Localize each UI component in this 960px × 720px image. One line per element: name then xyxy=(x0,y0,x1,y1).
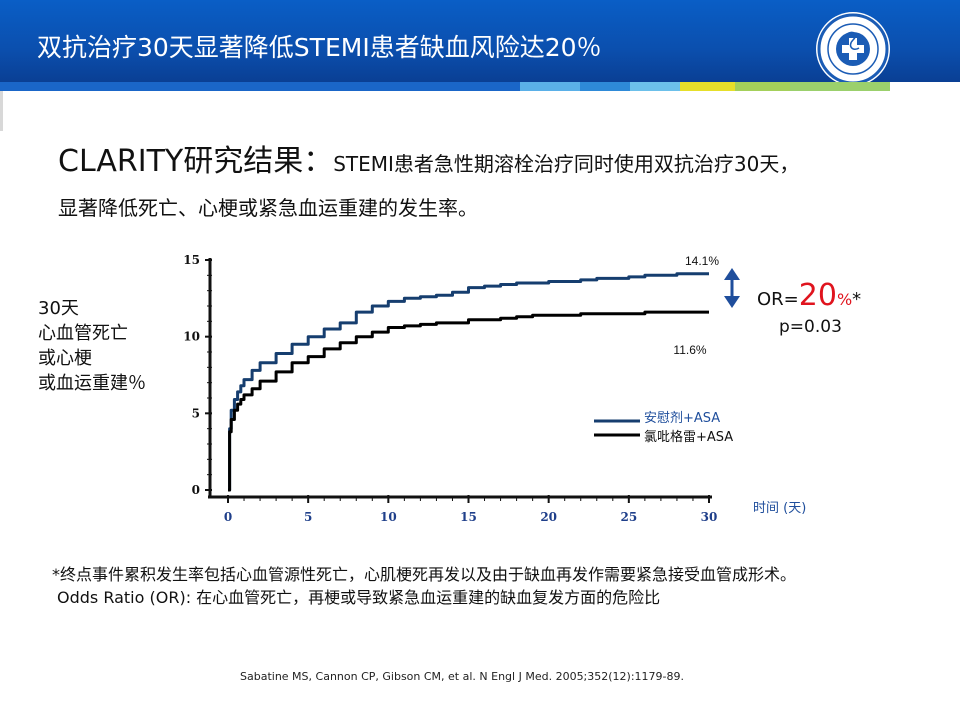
stripe-band-lime xyxy=(790,82,890,91)
or-prefix: OR= xyxy=(757,289,799,310)
odds-ratio: OR=20%* xyxy=(757,278,861,313)
footnote-endpoint: *终点事件累积发生率包括心血管源性死亡，心肌梗死再发以及由于缺血再发作需要紧急接… xyxy=(52,565,797,584)
y-axis-label-line: 30天 xyxy=(38,298,79,319)
footnote-odds-ratio: Odds Ratio (OR): 在心血管死亡，再梗或导致紧急血运重建的缺血复发… xyxy=(57,588,661,607)
arrow-down-icon xyxy=(724,296,740,308)
or-suffix: % xyxy=(836,290,853,309)
x-tick-label: 20 xyxy=(540,510,557,524)
y-axis-label-line: 或心梗 xyxy=(38,348,92,369)
stripe-band-light xyxy=(520,82,580,91)
stripe-band-white xyxy=(890,82,960,91)
legend-label-placebo: 安慰剂+ASA xyxy=(644,411,720,426)
y-tick-label: 0 xyxy=(192,483,200,497)
x-tick-label: 25 xyxy=(620,510,637,524)
y-tick-label: 10 xyxy=(183,330,200,344)
slide-title: 双抗治疗30天显著降低STEMI患者缺血风险达20％ xyxy=(37,33,602,62)
clopidogrel-series-line xyxy=(228,310,709,492)
ministry-of-health-seal-icon xyxy=(816,12,890,86)
y-axis-label-line: 或血运重建％ xyxy=(38,373,146,394)
placebo-series-line xyxy=(228,272,709,492)
stripe-band-sky xyxy=(630,82,680,91)
stripe-band-yellow xyxy=(680,82,735,91)
p-value: p=0.03 xyxy=(779,317,842,337)
y-axis-label: 30天 心血管死亡 或心梗 或血运重建％ xyxy=(38,296,146,396)
stripe-band-mid xyxy=(580,82,630,91)
clopidogrel-end-label: 11.6% xyxy=(673,343,706,357)
intro-rest: STEMI患者急性期溶栓治疗同时使用双抗治疗30天， xyxy=(333,152,800,176)
x-axis-unit: 时间 (天) xyxy=(753,501,807,516)
legend-label-clopidogrel: 氯吡格雷+ASA xyxy=(644,429,733,445)
y-tick-label: 15 xyxy=(183,253,200,267)
x-tick-label: 10 xyxy=(380,510,397,524)
title-bar: 双抗治疗30天显著降低STEMI患者缺血风险达20％ xyxy=(0,0,960,86)
arrow-up-icon xyxy=(724,268,740,280)
or-star: * xyxy=(852,289,862,310)
citation: Sabatine MS, Cannon CP, Gibson CM, et al… xyxy=(240,670,685,683)
y-axis-label-line: 心血管死亡 xyxy=(38,323,128,344)
or-value: 20 xyxy=(798,278,837,313)
y-tick-label: 5 xyxy=(192,406,200,420)
stripe-band-blue xyxy=(0,82,520,91)
placebo-end-label: 14.1% xyxy=(685,254,719,268)
x-tick-label: 0 xyxy=(224,510,232,524)
x-tick-label: 5 xyxy=(304,510,312,524)
x-tick-label: 30 xyxy=(701,510,718,524)
intro-line-2: 显著降低死亡、心梗或紧急血运重建的发生率。 xyxy=(58,196,478,220)
intro-line-1: CLARITY研究结果：STEMI患者急性期溶栓治疗同时使用双抗治疗30天， xyxy=(58,136,799,180)
intro-lead: CLARITY研究结果： xyxy=(58,144,334,179)
left-edge-mark xyxy=(0,91,3,131)
x-tick-label: 15 xyxy=(460,510,477,524)
stripe-band-green xyxy=(735,82,790,91)
